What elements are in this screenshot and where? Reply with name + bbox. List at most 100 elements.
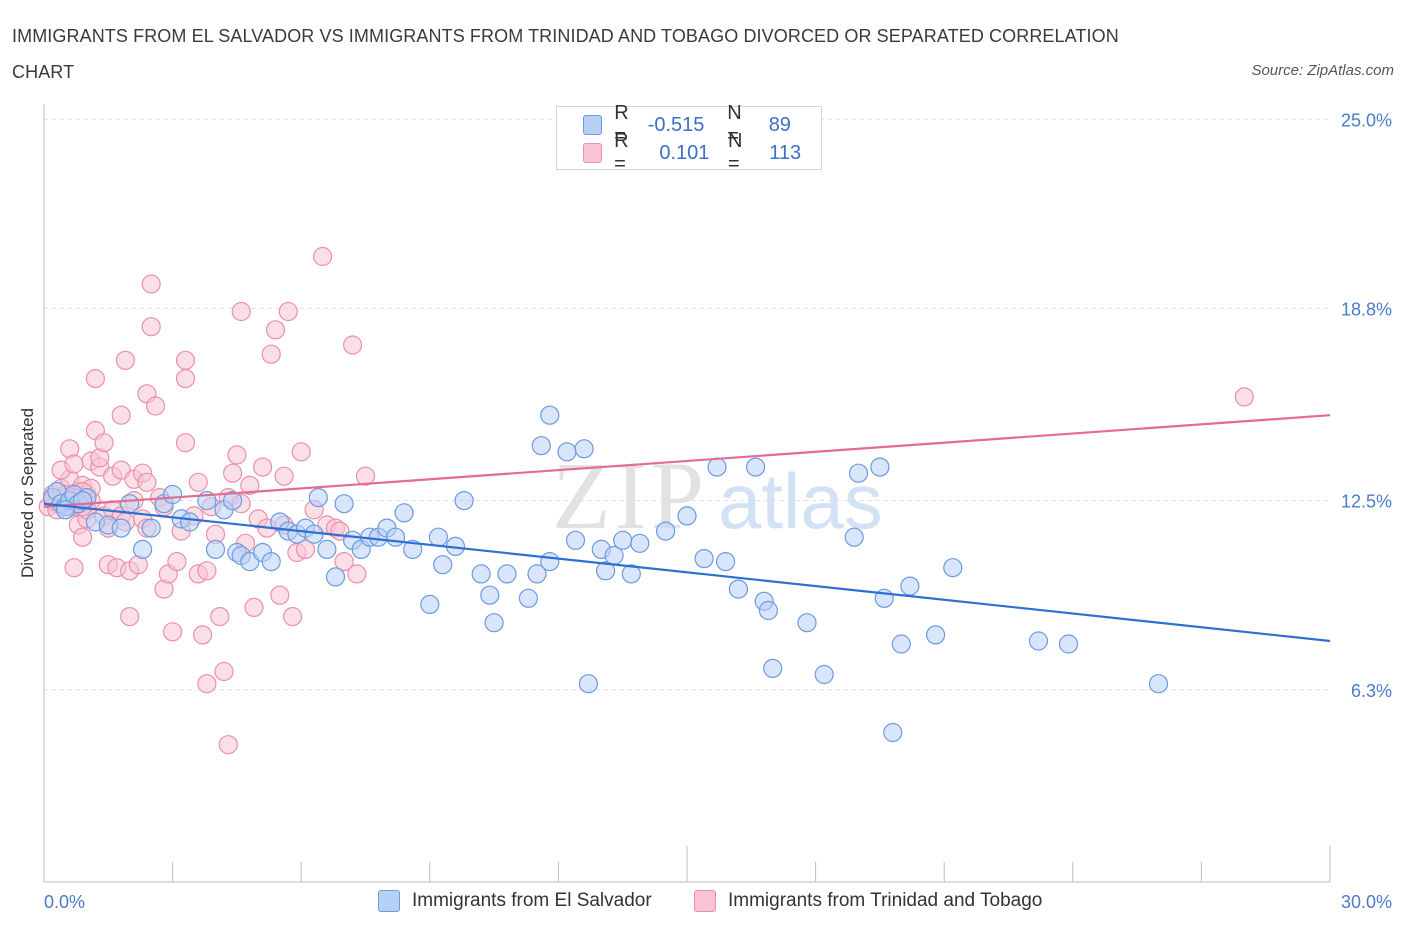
data-point-el-salvador [900,576,920,596]
data-point-trinidad [218,735,238,755]
data-point-trinidad [167,551,187,572]
data-point-el-salvador [111,518,131,538]
trend-line-trinidad [43,414,1331,508]
data-point-trinidad [64,454,84,474]
data-point-el-salvador [471,564,491,584]
data-point-trinidad [94,433,114,453]
data-point-el-salvador [385,527,406,547]
data-point-el-salvador [574,439,594,459]
data-point-trinidad [240,475,260,495]
data-point-el-salvador [621,564,641,584]
data-point-trinidad [145,396,166,416]
legend-n-value: 113 [769,141,802,164]
data-point-trinidad [188,472,208,492]
data-point-trinidad [141,317,161,337]
legend-label-el-salvador: Immigrants from El Salvador [412,890,652,911]
legend-n-value: 89 [768,113,791,136]
data-point-trinidad [278,301,298,322]
data-point-el-salvador [120,494,140,514]
data-point-el-salvador [428,527,448,547]
x-tick-label-min: 0.0% [44,892,85,912]
data-point-trinidad [343,335,363,355]
data-point-trinidad [64,558,84,578]
data-point-el-salvador [317,539,337,560]
legend-item-el-salvador: Immigrants from El Salvador [378,890,652,912]
legend-swatch-blue [378,890,400,912]
legend-n-label: N = [728,130,743,175]
data-point-el-salvador [433,555,453,575]
data-point-trinidad [355,466,376,486]
data-point-trinidad [175,350,196,370]
data-point-trinidad [210,606,230,627]
series-legend: Immigrants from El Salvador Immigrants f… [0,888,1406,916]
data-point-el-salvador [454,491,474,511]
data-point-trinidad [274,466,294,486]
data-point-el-salvador [1058,634,1079,654]
y-axis-label: Divorced or Separated [18,408,37,578]
data-point-el-salvador [557,442,577,462]
correlation-legend: R = -0.515 N = 89 R = 0.101 N = 113 [556,102,822,175]
data-point-el-salvador [480,585,500,605]
trend-lines [43,414,1331,643]
data-point-el-salvador [745,457,766,477]
legend-row-el-salvador: R = -0.515 N = 89 [583,102,838,147]
data-point-trinidad [223,463,243,483]
data-point-trinidad [334,551,354,572]
data-point-el-salvador [715,551,736,572]
data-point-trinidad [291,442,311,462]
x-tick-label-max: 30.0% [1341,892,1392,912]
data-point-el-salvador [540,551,560,572]
data-point-el-salvador [55,500,76,520]
data-point-el-salvador [325,567,346,587]
data-point-el-salvador [655,521,676,541]
data-point-trinidad [1234,387,1254,407]
data-point-trinidad [197,561,217,581]
data-point-el-salvador [1028,631,1049,651]
data-point-el-salvador [141,518,161,538]
data-point-trinidad [115,350,136,370]
legend-label-trinidad: Immigrants from Trinidad and Tobago [728,890,1043,911]
data-point-trinidad [244,597,264,618]
data-point-el-salvador [565,530,586,550]
data-point-el-salvador [133,539,153,560]
data-point-el-salvador [758,600,779,621]
y-tick-label: 6.3% [1351,681,1392,701]
data-point-el-salvador [527,564,547,584]
data-point-el-salvador [180,512,200,532]
y-tick-label: 25.0% [1341,110,1392,130]
data-point-el-salvador [497,564,517,584]
data-point-el-salvador [883,722,903,743]
data-point-el-salvador [484,613,504,633]
data-point-trinidad [214,661,234,682]
data-point-el-salvador [728,579,749,599]
legend-item-trinidad: Immigrants from Trinidad and Tobago [694,890,1042,912]
legend-swatch-blue [583,115,603,135]
data-point-el-salvador [797,613,817,633]
data-point-trinidad [72,527,93,547]
data-point-trinidad [137,472,157,492]
data-point-trinidad [141,274,161,294]
data-point-el-salvador [223,491,243,511]
legend-row-trinidad: R = 0.101 N = 113 [583,130,838,175]
x-axis-ticks [43,846,1331,882]
data-point-el-salvador [394,503,414,523]
grid-lines [44,118,1330,691]
data-point-trinidad [85,369,106,389]
data-point-el-salvador [531,436,551,456]
data-point-el-salvador [540,405,560,425]
data-point-el-salvador [578,674,599,694]
data-point-el-salvador [844,527,864,547]
data-point-el-salvador [814,664,834,685]
data-point-el-salvador [420,594,440,615]
data-point-el-salvador [518,588,539,608]
data-point-el-salvador [763,658,783,679]
legend-n-label: N = [727,102,742,147]
data-point-el-salvador [630,533,650,553]
data-point-el-salvador [163,484,183,505]
source-label: Source: ZipAtlas.com [1251,62,1394,79]
data-point-el-salvador [677,506,697,526]
data-point-trinidad [283,606,303,627]
data-point-trinidad [227,445,247,465]
data-point-trinidad [193,625,213,645]
data-point-el-salvador [261,551,281,572]
